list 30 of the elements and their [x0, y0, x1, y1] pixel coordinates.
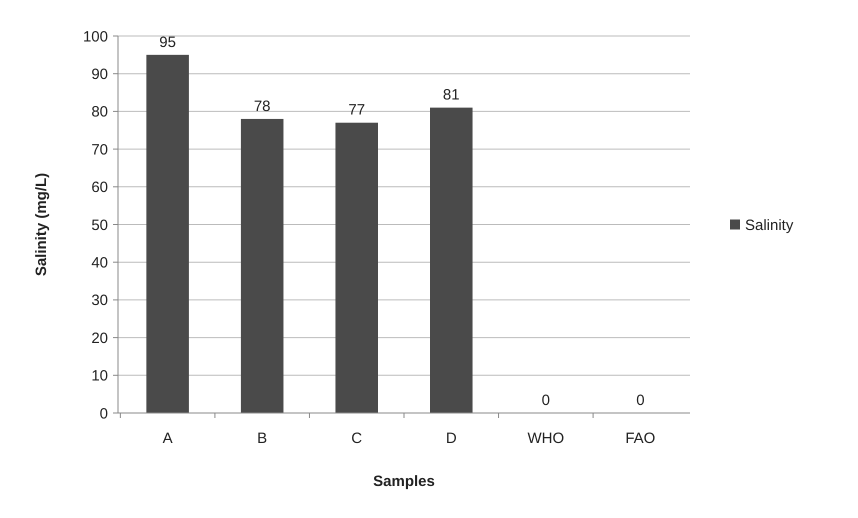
bar	[335, 122, 378, 413]
data-label: 0	[636, 392, 645, 409]
y-tick-label: 10	[91, 368, 108, 385]
bar	[240, 118, 284, 413]
data-label: 81	[442, 86, 460, 104]
x-tick-label: WHO	[527, 430, 564, 447]
x-tick-label: C	[351, 430, 362, 447]
y-tick-label: 70	[91, 141, 108, 158]
x-axis-title: Samples	[373, 473, 435, 490]
x-tick-label: D	[446, 430, 457, 447]
data-label: 0	[542, 392, 550, 409]
x-tick-label: B	[257, 430, 268, 447]
y-tick-label: 20	[91, 330, 108, 347]
data-label: 95	[159, 34, 176, 51]
y-tick-label: 100	[82, 28, 108, 46]
y-tick-label: 30	[91, 292, 108, 310]
data-label: 77	[348, 102, 366, 119]
y-tick-label: 90	[91, 66, 108, 83]
x-tick-label: A	[162, 430, 173, 447]
bar	[146, 54, 189, 413]
y-tick-label: 40	[91, 254, 108, 272]
bar	[430, 108, 473, 413]
y-tick-label: 60	[91, 179, 108, 196]
y-tick-label: 0	[100, 405, 108, 422]
y-tick-label: 50	[91, 216, 108, 234]
y-tick-label: 80	[91, 104, 108, 121]
y-axis-title: Salinity (mg/L)	[33, 172, 50, 276]
data-label: 78	[254, 98, 271, 115]
x-tick-label: FAO	[625, 430, 656, 447]
legend-label: Salinity	[745, 216, 794, 234]
